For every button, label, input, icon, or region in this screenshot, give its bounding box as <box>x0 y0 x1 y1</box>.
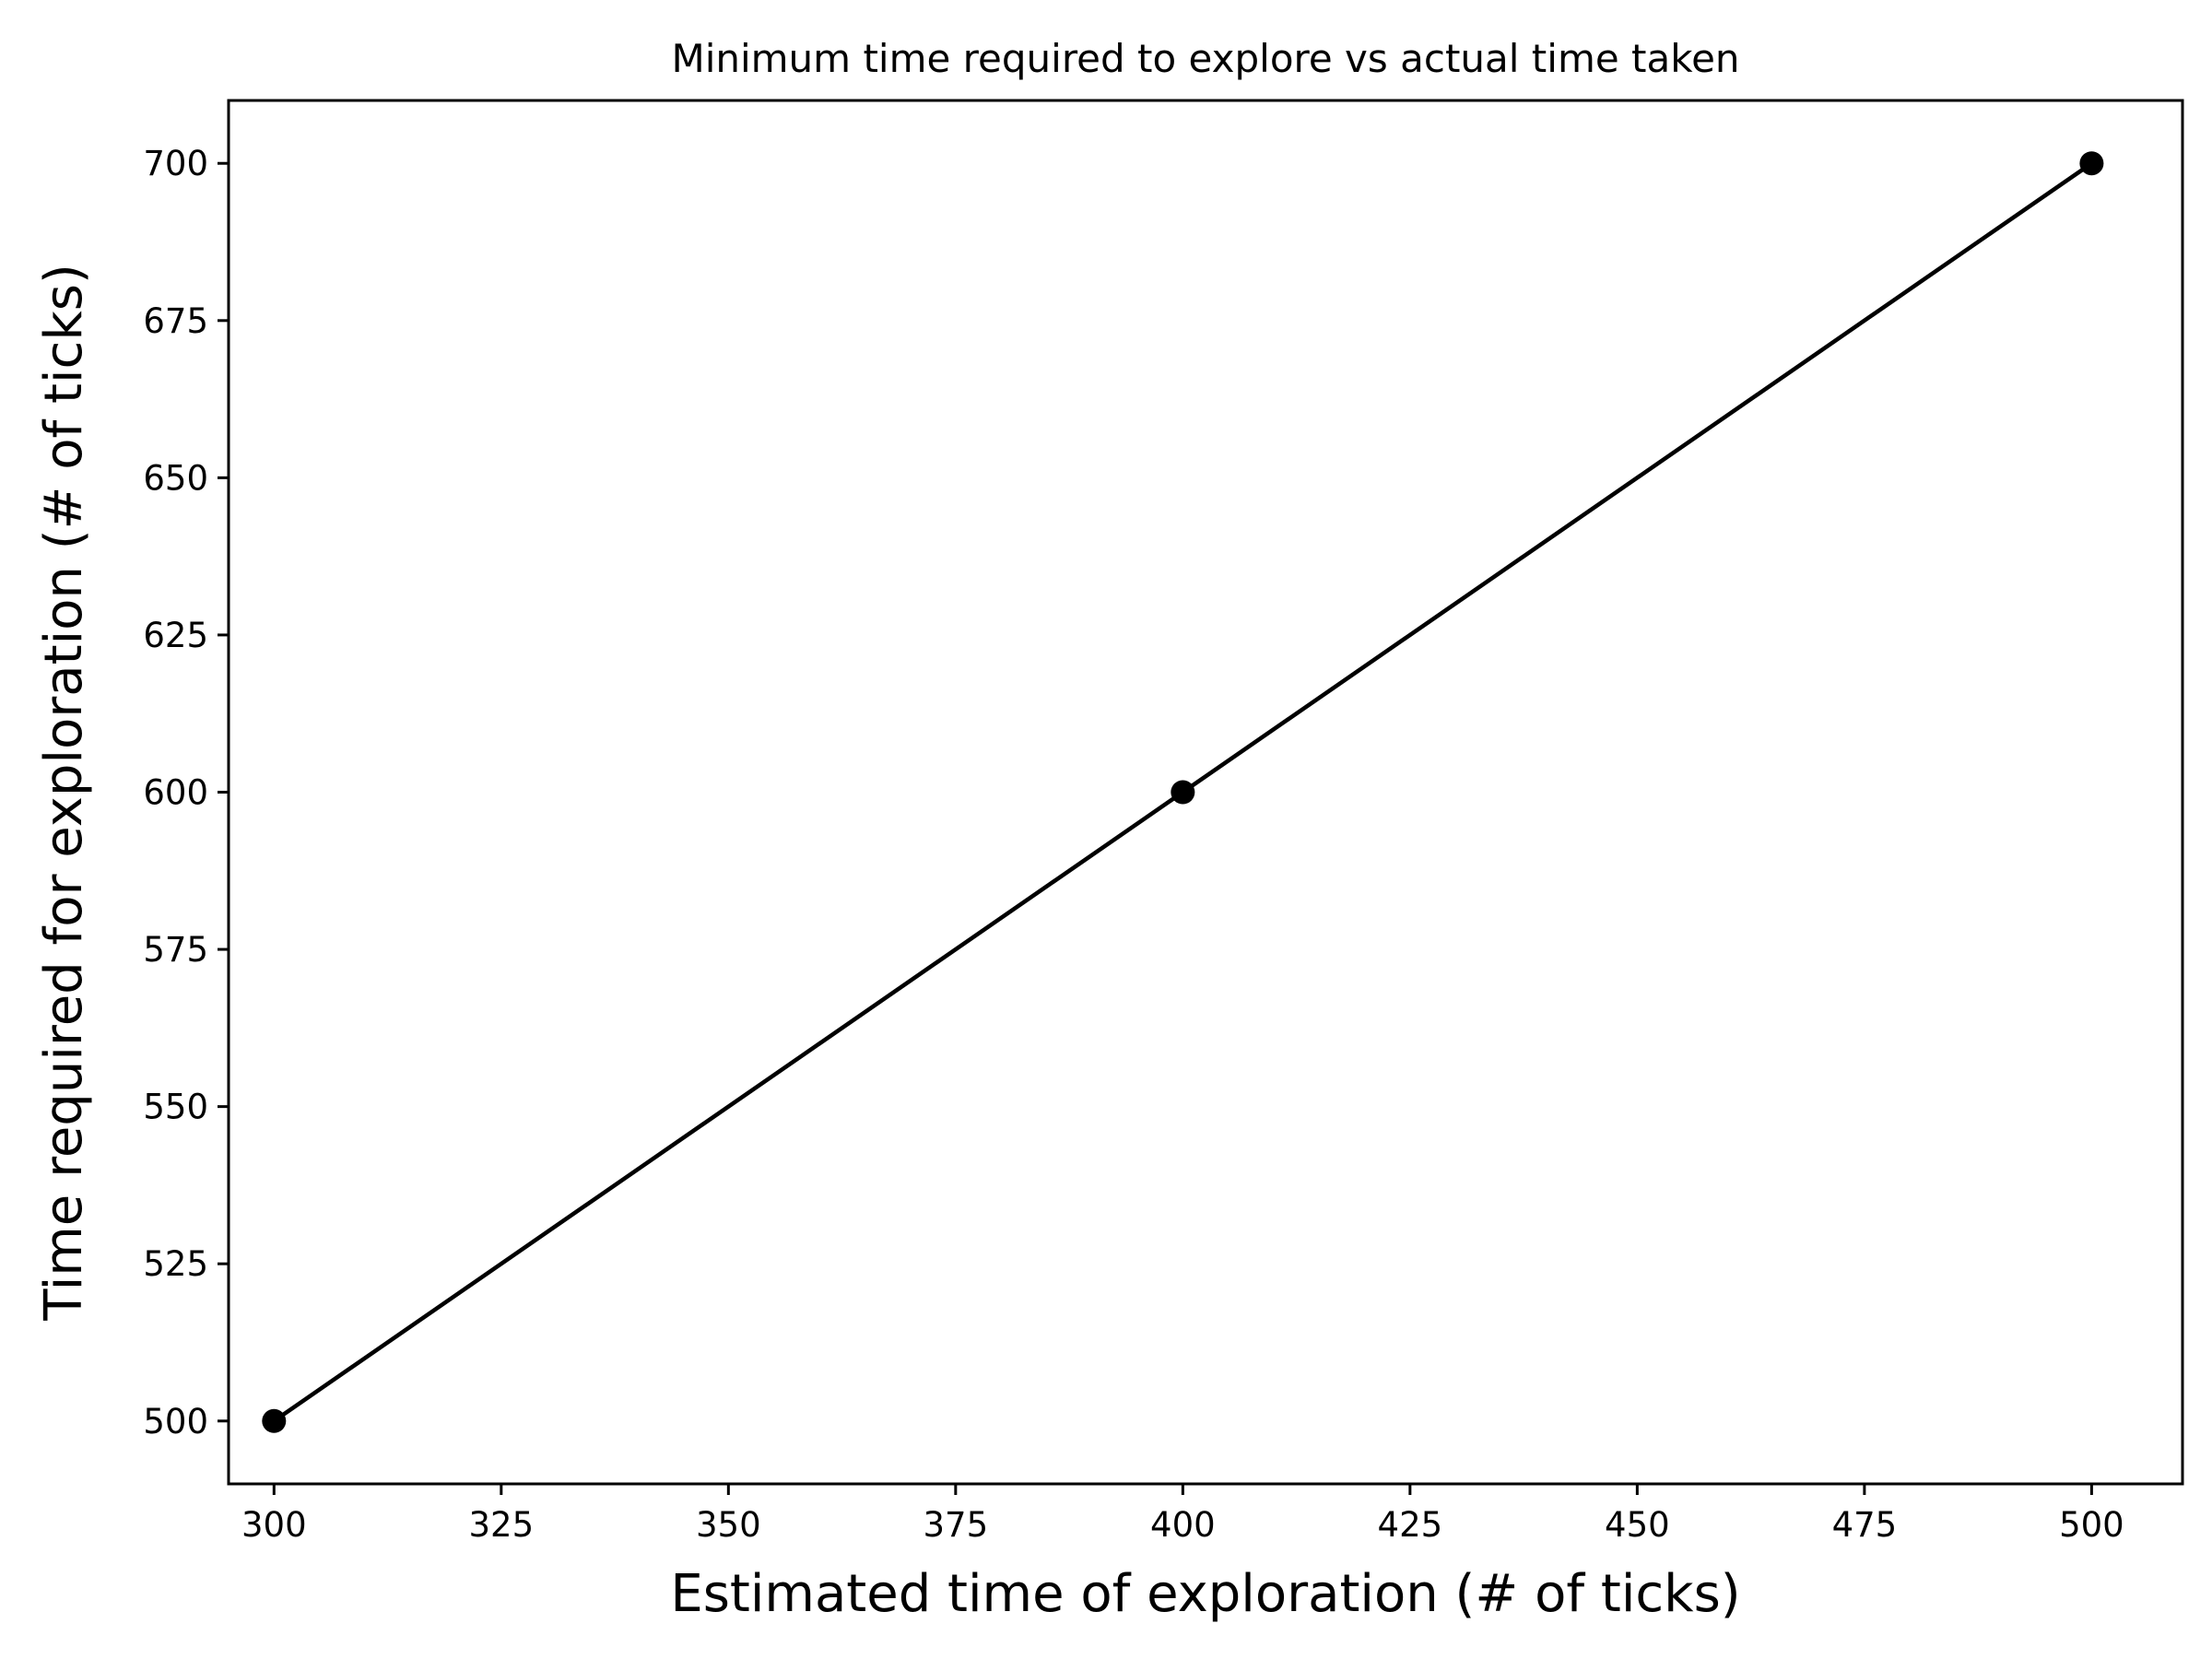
y-tick-label: 650 <box>143 458 208 498</box>
y-tick-label: 675 <box>143 301 208 341</box>
x-axis-ticks: 300 325 350 375 400 425 450 475 500 <box>241 1484 2124 1545</box>
x-tick-label: 350 <box>696 1505 761 1545</box>
y-tick-label: 625 <box>143 616 208 655</box>
x-tick-label: 425 <box>1378 1505 1443 1545</box>
y-tick-label: 500 <box>143 1402 208 1441</box>
y-axis-ticks: 500 525 550 575 600 625 650 675 700 <box>143 144 229 1441</box>
data-point <box>1171 780 1195 805</box>
x-tick-label: 300 <box>241 1505 307 1545</box>
x-tick-label: 400 <box>1150 1505 1216 1545</box>
y-tick-label: 525 <box>143 1244 208 1284</box>
data-point <box>262 1408 287 1433</box>
y-tick-label: 550 <box>143 1088 208 1127</box>
y-tick-label: 700 <box>143 144 208 183</box>
y-tick-label: 600 <box>143 773 208 813</box>
x-tick-label: 500 <box>2059 1505 2124 1545</box>
x-tick-label: 375 <box>924 1505 989 1545</box>
y-tick-label: 575 <box>143 930 208 970</box>
data-point <box>2079 151 2104 176</box>
plot-series <box>262 151 2104 1433</box>
x-tick-label: 450 <box>1605 1505 1670 1545</box>
plot-area-frame <box>227 99 2184 1486</box>
chart-title: Minimum time required to explore vs actu… <box>671 36 1739 81</box>
x-tick-label: 475 <box>1832 1505 1898 1545</box>
x-axis-label: Estimated time of exploration (# of tick… <box>670 1564 1740 1624</box>
x-tick-label: 325 <box>469 1505 535 1545</box>
y-axis-label: Time required for exploration (# of tick… <box>34 264 94 1322</box>
